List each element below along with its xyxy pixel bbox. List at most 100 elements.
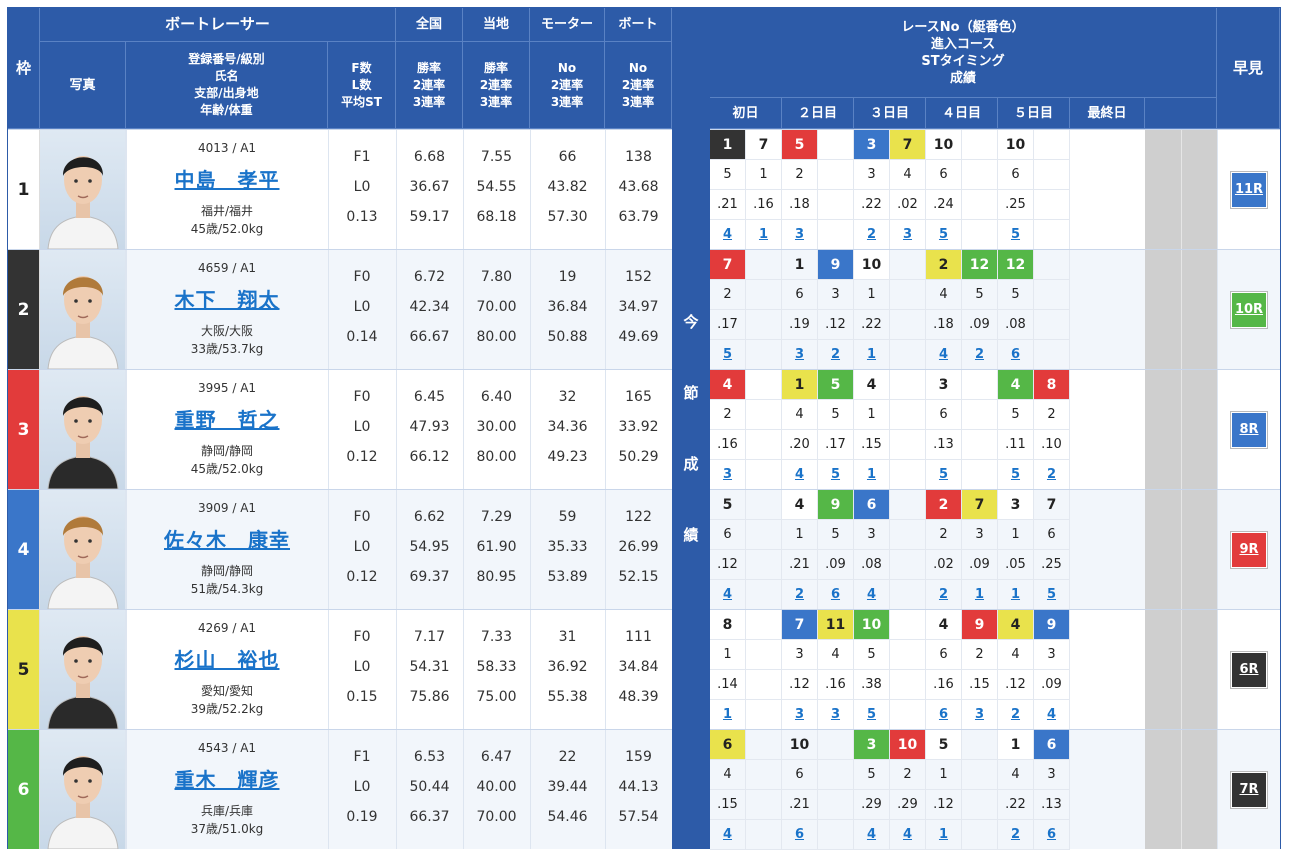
hayami-race-button[interactable]: 10R xyxy=(1230,290,1268,329)
finish-result[interactable]: 4 xyxy=(710,220,746,250)
finish-result[interactable]: 2 xyxy=(962,340,998,370)
racer-age-weight: 45歳/52.0kg xyxy=(190,222,264,236)
finish-result[interactable]: 3 xyxy=(818,700,854,730)
results-row: 7 2.17 5 1 6.19 3 9 3.12 2 10 1.22 1 2 4.18 4 12 5.09 2 12… xyxy=(710,249,1280,370)
rate-label: 3連率 xyxy=(479,94,513,109)
racer-name-link[interactable]: 木下 翔太 xyxy=(174,288,280,312)
finish-result[interactable]: 2 xyxy=(1034,460,1070,490)
boat-stat: 111 xyxy=(625,629,652,645)
entry-course: 2 xyxy=(926,520,962,550)
race-number: 9 xyxy=(818,490,854,520)
entry-course: 6 xyxy=(926,160,962,190)
st-timing xyxy=(962,430,998,460)
racer-name-link[interactable]: 杉山 裕也 xyxy=(174,648,280,672)
finish-result[interactable]: 2 xyxy=(782,580,818,610)
race-number: 9 xyxy=(1034,610,1070,640)
zenkoku-stat: 66.12 xyxy=(409,449,450,465)
race-info-line: レースNo（艇番色） xyxy=(901,19,1025,35)
zenkoku-stat: 42.34 xyxy=(409,299,450,315)
finish-result[interactable]: 2 xyxy=(998,820,1034,850)
st-timing: .12 xyxy=(998,670,1034,700)
finish-result[interactable]: 5 xyxy=(1034,580,1070,610)
finish-result xyxy=(962,820,998,850)
finish-result[interactable]: 2 xyxy=(998,700,1034,730)
finish-result[interactable]: 6 xyxy=(782,820,818,850)
finish-result[interactable]: 6 xyxy=(818,580,854,610)
touchi-stat: 40.00 xyxy=(476,779,517,795)
entry-course: 6 xyxy=(782,760,818,790)
touchi-stat: 75.00 xyxy=(476,689,517,705)
race-number: 1 xyxy=(782,250,818,280)
zenkoku-stat: 54.31 xyxy=(409,659,450,675)
finish-result[interactable]: 5 xyxy=(998,460,1034,490)
finish-result[interactable]: 2 xyxy=(818,340,854,370)
finish-result[interactable]: 3 xyxy=(890,220,926,250)
finish-result[interactable]: 5 xyxy=(710,340,746,370)
finish-result[interactable]: 4 xyxy=(926,340,962,370)
finish-result[interactable]: 1 xyxy=(998,580,1034,610)
st-timing: .20 xyxy=(782,430,818,460)
finish-result[interactable]: 6 xyxy=(926,700,962,730)
f-count: F0 xyxy=(353,629,371,645)
race-number: 11 xyxy=(818,610,854,640)
entry-course: 6 xyxy=(926,400,962,430)
hayami-race-button[interactable]: 8R xyxy=(1230,410,1268,449)
finish-result[interactable]: 5 xyxy=(854,700,890,730)
reg-class: 3995 / A1 xyxy=(197,381,257,395)
finish-result[interactable]: 3 xyxy=(710,460,746,490)
rate-label: 3連率 xyxy=(412,94,446,109)
motor-stat: 34.36 xyxy=(547,419,588,435)
racer-name-link[interactable]: 中島 孝平 xyxy=(174,168,280,192)
finish-result[interactable]: 5 xyxy=(818,460,854,490)
race-number xyxy=(818,130,854,160)
zenkoku-stat: 6.72 xyxy=(413,269,446,285)
finish-result xyxy=(746,700,782,730)
st-timing xyxy=(890,310,926,340)
finish-result[interactable]: 5 xyxy=(926,220,962,250)
zenkoku-stat: 7.17 xyxy=(413,629,446,645)
entry-course: 4 xyxy=(890,160,926,190)
finish-result[interactable]: 6 xyxy=(1034,820,1070,850)
finish-result[interactable]: 3 xyxy=(962,700,998,730)
finish-result[interactable]: 3 xyxy=(782,700,818,730)
racer-name-link[interactable]: 重野 哲之 xyxy=(174,408,280,432)
st-timing: .21 xyxy=(782,550,818,580)
racer-name-link[interactable]: 重木 輝彦 xyxy=(174,768,280,792)
finish-result[interactable]: 1 xyxy=(926,820,962,850)
profile-header-line: 年齢/体重 xyxy=(200,103,253,117)
finish-result[interactable]: 4 xyxy=(782,460,818,490)
waku-number: 5 xyxy=(8,610,40,729)
finish-result[interactable]: 5 xyxy=(926,460,962,490)
st-timing: .15 xyxy=(854,430,890,460)
finish-result[interactable]: 5 xyxy=(998,220,1034,250)
finish-result[interactable]: 4 xyxy=(710,820,746,850)
finish-result[interactable]: 1 xyxy=(854,460,890,490)
racer-name-link[interactable]: 佐々木 康幸 xyxy=(164,528,290,552)
finish-result[interactable]: 4 xyxy=(854,580,890,610)
finish-result[interactable]: 4 xyxy=(854,820,890,850)
st-timing xyxy=(746,550,782,580)
finish-result[interactable]: 3 xyxy=(782,340,818,370)
hayami-race-button[interactable]: 6R xyxy=(1230,650,1268,689)
finish-result[interactable]: 1 xyxy=(746,220,782,250)
entry-course: 1 xyxy=(926,760,962,790)
finish-result[interactable]: 2 xyxy=(926,580,962,610)
finish-result[interactable]: 6 xyxy=(998,340,1034,370)
finish-result[interactable]: 1 xyxy=(710,700,746,730)
finish-result xyxy=(818,820,854,850)
day4-header: ４日目 xyxy=(926,98,998,129)
finish-result[interactable]: 4 xyxy=(890,820,926,850)
finish-result[interactable]: 4 xyxy=(1034,700,1070,730)
entry-course: 3 xyxy=(854,160,890,190)
boat-stat: 159 xyxy=(625,749,652,765)
finish-result[interactable]: 1 xyxy=(962,580,998,610)
finish-result[interactable]: 3 xyxy=(782,220,818,250)
finish-result[interactable]: 1 xyxy=(854,340,890,370)
race-number xyxy=(746,730,782,760)
hayami-race-button[interactable]: 11R xyxy=(1230,170,1268,209)
hayami-race-button[interactable]: 9R xyxy=(1230,530,1268,569)
boat-stat: 48.39 xyxy=(618,689,659,705)
finish-result[interactable]: 2 xyxy=(854,220,890,250)
hayami-race-button[interactable]: 7R xyxy=(1230,770,1268,809)
finish-result[interactable]: 4 xyxy=(710,580,746,610)
